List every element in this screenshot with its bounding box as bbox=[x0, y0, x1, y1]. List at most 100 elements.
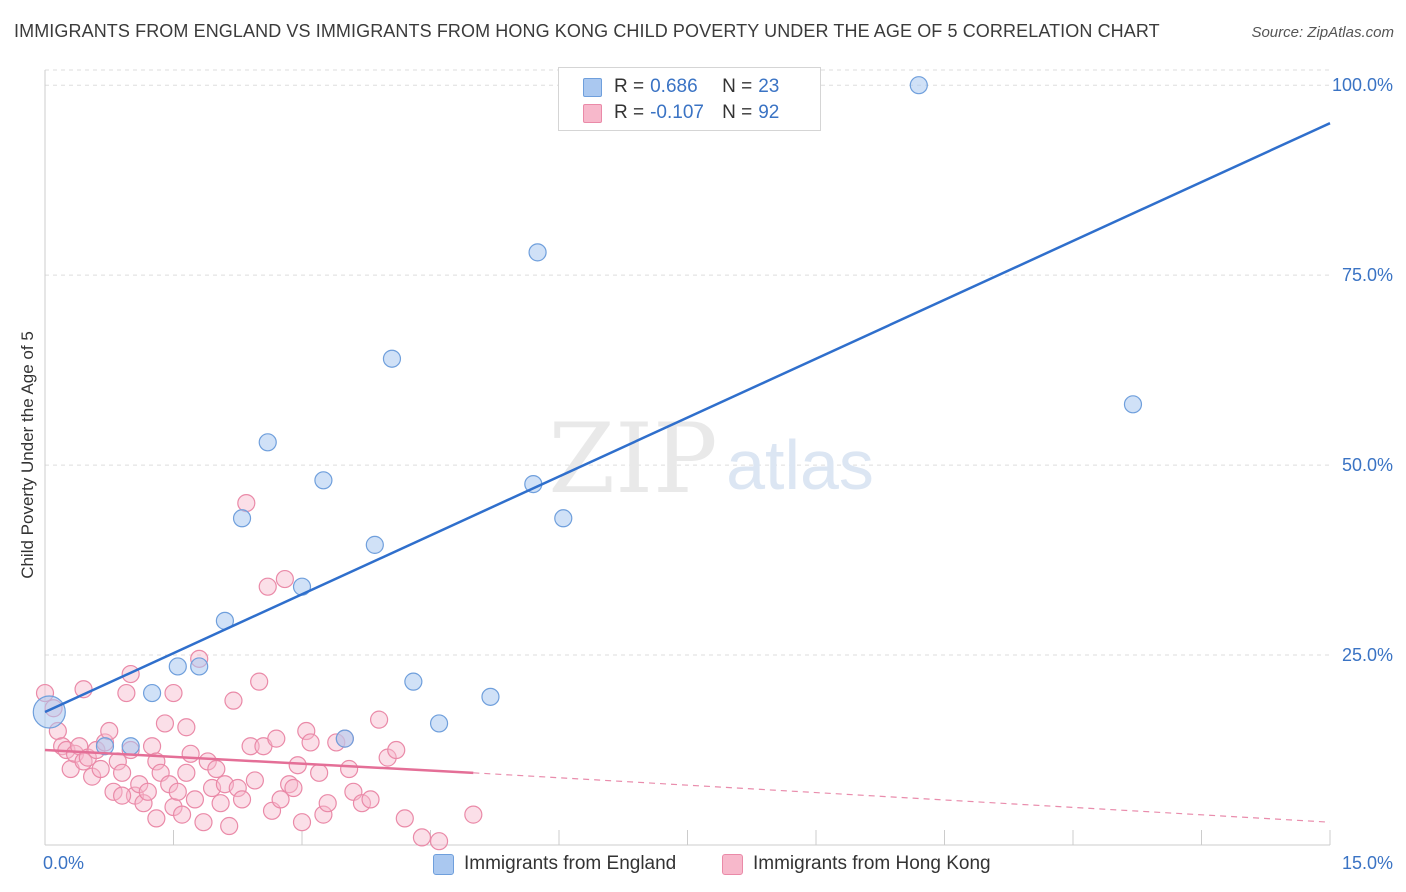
legend-swatch-england bbox=[583, 77, 602, 97]
hong-kong-point bbox=[245, 771, 264, 790]
hong-kong-point bbox=[185, 790, 205, 809]
hong-kong-point bbox=[297, 721, 316, 741]
hong-kong-point bbox=[429, 832, 449, 851]
legend-r-value-hong-kong: -0.107 bbox=[650, 102, 704, 123]
source-label: Source: ZipAtlas.com bbox=[1251, 24, 1394, 41]
england-point bbox=[404, 672, 423, 691]
series-swatch-hong-kong bbox=[722, 853, 743, 875]
grid-lines bbox=[45, 69, 1330, 656]
hong-kong-point bbox=[464, 805, 483, 824]
hong-kong-point bbox=[310, 763, 329, 782]
hong-kong-point bbox=[314, 805, 333, 824]
hong-kong-point bbox=[147, 809, 166, 828]
hong-kong-point bbox=[194, 813, 213, 832]
hong-kong-point bbox=[292, 813, 312, 832]
legend-r-label: R = bbox=[614, 76, 645, 97]
england-point bbox=[142, 683, 162, 703]
legend-r-label: R = bbox=[614, 102, 645, 123]
hong-kong-point bbox=[104, 782, 123, 801]
legend-row-hong-kong: R = -0.107 N = 92 bbox=[583, 101, 779, 125]
hong-kong-point bbox=[288, 756, 307, 775]
hong-kong-point bbox=[258, 577, 277, 596]
hong-kong-point bbox=[275, 569, 294, 589]
hong-kong-point bbox=[387, 740, 406, 760]
england-point bbox=[335, 729, 354, 748]
tick-labels: 25.0% 50.0% 75.0% 100.0% 0.0% 15.0% bbox=[43, 75, 1393, 873]
series-legend-england: Immigrants from England bbox=[433, 851, 676, 877]
england-points bbox=[32, 76, 1143, 756]
legend-n-label: N = bbox=[722, 76, 753, 97]
hong-kong-point bbox=[177, 763, 196, 782]
hong-kong-point bbox=[301, 733, 320, 752]
england-point bbox=[121, 737, 140, 756]
hong-kong-point bbox=[284, 778, 303, 798]
hong-kong-point bbox=[237, 493, 256, 513]
england-point bbox=[429, 714, 449, 733]
hong-kong-point bbox=[142, 737, 162, 756]
series-label-england: Immigrants from England bbox=[464, 853, 677, 874]
hong-kong-point bbox=[100, 721, 119, 741]
hong-kong-point bbox=[112, 763, 132, 782]
y-tick-label: 25.0% bbox=[1342, 645, 1393, 665]
hong-kong-point bbox=[168, 782, 187, 801]
legend-row-england: R = 0.686 N = 23 bbox=[583, 75, 779, 99]
hong-kong-points bbox=[35, 493, 483, 851]
hong-kong-point bbox=[164, 683, 183, 703]
england-point bbox=[528, 243, 547, 262]
series-label-hong-kong: Immigrants from Hong Kong bbox=[753, 853, 991, 874]
hong-kong-point bbox=[117, 683, 136, 703]
england-point bbox=[554, 509, 573, 528]
england-point bbox=[382, 349, 402, 368]
hong-kong-point bbox=[370, 710, 389, 729]
england-point bbox=[95, 737, 115, 756]
hong-kong-point bbox=[395, 809, 414, 828]
hong-kong-point bbox=[207, 759, 226, 779]
england-point bbox=[909, 76, 928, 95]
hong-kong-trend-extension bbox=[473, 772, 1331, 823]
england-point bbox=[32, 695, 66, 729]
hong-kong-point bbox=[91, 759, 110, 779]
hong-kong-point bbox=[224, 691, 243, 710]
y-tick-label: 50.0% bbox=[1342, 455, 1393, 475]
england-point bbox=[1123, 395, 1143, 414]
watermark-atlas: atlas bbox=[726, 426, 874, 504]
hong-kong-point bbox=[181, 744, 200, 763]
hong-kong-trend-line bbox=[44, 748, 474, 775]
series-swatch-england bbox=[433, 853, 454, 875]
y-tick-label: 100.0% bbox=[1332, 75, 1393, 95]
legend-n-value-england: 23 bbox=[758, 76, 780, 97]
hong-kong-point bbox=[361, 790, 380, 809]
hong-kong-point bbox=[138, 782, 157, 801]
hong-kong-point bbox=[228, 778, 247, 798]
x-tick-label: 0.0% bbox=[43, 853, 84, 873]
legend-n-value-hong-kong: 92 bbox=[758, 102, 780, 123]
england-point bbox=[481, 687, 500, 706]
hong-kong-point bbox=[172, 805, 192, 824]
hong-kong-point bbox=[134, 794, 153, 813]
legend-swatch-hong-kong bbox=[583, 103, 602, 123]
legend-n-label: N = bbox=[722, 102, 753, 123]
series-legend-hong-kong: Immigrants from Hong Kong bbox=[722, 851, 991, 877]
england-point bbox=[232, 509, 252, 528]
trend-lines bbox=[44, 122, 1331, 823]
x-tick-label: 15.0% bbox=[1342, 853, 1393, 873]
england-point bbox=[168, 657, 187, 676]
england-point bbox=[258, 433, 277, 452]
hong-kong-point bbox=[271, 790, 290, 809]
hong-kong-point bbox=[220, 816, 239, 836]
legend-r-value-england: 0.686 bbox=[650, 76, 698, 97]
hong-kong-point bbox=[177, 718, 196, 737]
chart-title: IMMIGRANTS FROM ENGLAND VS IMMIGRANTS FR… bbox=[14, 21, 1160, 41]
hong-kong-point bbox=[352, 794, 372, 813]
watermark-zip: ZIP bbox=[548, 403, 717, 515]
hong-kong-point bbox=[318, 794, 337, 813]
hong-kong-point bbox=[232, 790, 252, 809]
correlation-legend: R = 0.686 N = 23 R = -0.107 N = 92 bbox=[558, 67, 821, 131]
hong-kong-point bbox=[155, 714, 175, 733]
england-trend-line bbox=[44, 122, 1331, 714]
hong-kong-point bbox=[412, 828, 432, 847]
hong-kong-point bbox=[241, 737, 260, 756]
hong-kong-point bbox=[267, 729, 286, 748]
england-point bbox=[190, 657, 209, 676]
